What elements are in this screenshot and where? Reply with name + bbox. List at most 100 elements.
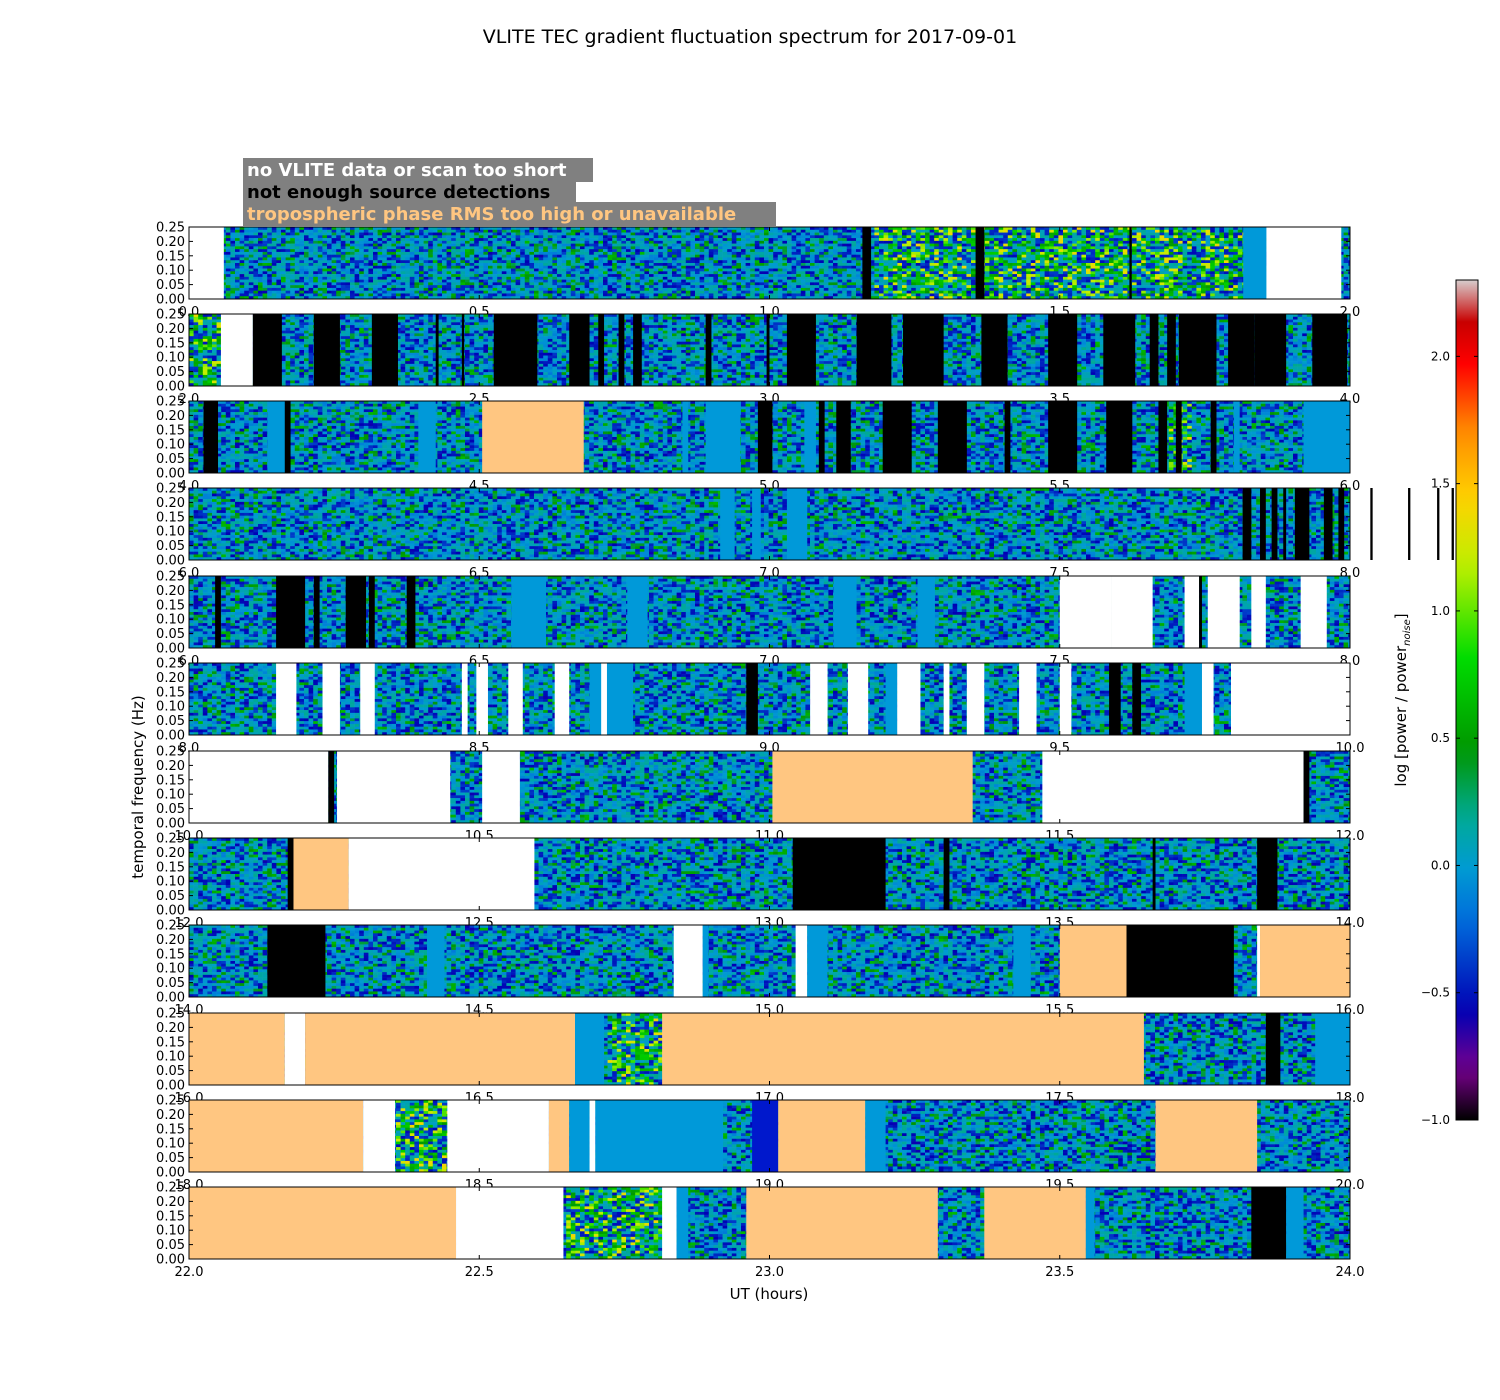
y-tick-label: 0.05 (156, 627, 185, 642)
y-tick-label: 0.10 (156, 264, 185, 279)
flag-band-nodet (619, 314, 625, 386)
flag-band-blue (1234, 401, 1240, 473)
flag-band-blue (590, 663, 634, 735)
flag-band-nodet (267, 925, 325, 997)
flag-band-nodet (372, 314, 398, 386)
spectrum-panel: 0.000.050.100.150.200.256.0 6.5 7.0 7.5 8.0 (156, 570, 1360, 670)
flag-band-nodet (407, 576, 416, 648)
x-tick-label: 22.0 (175, 1265, 204, 1280)
flag-band-nodata (447, 1100, 549, 1172)
flag-band-tropo (1260, 925, 1350, 997)
flag-band-nodet (1158, 401, 1167, 473)
colorbar-tick-label: 1.0 (1431, 604, 1450, 618)
flag-band-nodet (981, 314, 1007, 386)
x-tick-label: 22.5 (465, 1265, 494, 1280)
flag-band-nodata (967, 663, 984, 735)
legend-item-tropo: tropospheric phase RMS too high or unava… (247, 204, 736, 225)
flag-band-nodata (1112, 576, 1153, 648)
flag-band-nodata (276, 663, 296, 735)
y-tick-label: 0.05 (156, 976, 185, 991)
colorbar-tick-label: −0.5 (1421, 986, 1450, 1000)
y-tick-label: 0.20 (156, 235, 185, 250)
flag-band-tropo (189, 1187, 456, 1259)
flag-band-nodet (1005, 401, 1011, 473)
flag-band-blue (833, 576, 856, 648)
y-tick-label: 0.15 (156, 336, 185, 351)
y-tick-label: 0.20 (156, 846, 185, 861)
flag-band-nodet (276, 576, 305, 648)
flag-band-nodata (1060, 663, 1072, 735)
flag-band-nodet (1266, 1013, 1281, 1085)
x-tick-label: 23.5 (1045, 1265, 1074, 1280)
flag-band-nodet (1408, 488, 1410, 560)
flag-band-nodata (1251, 576, 1266, 648)
y-tick-label: 0.20 (156, 1195, 185, 1210)
flag-band-tropo (293, 838, 348, 910)
flag-band-nodet (1167, 314, 1176, 386)
y-tick-label: 0.10 (156, 700, 185, 715)
flag-band-blue (807, 925, 827, 997)
flag-band-nodet (767, 314, 770, 386)
y-tick-label: 0.15 (156, 1035, 185, 1050)
flag-band-blue (677, 1187, 689, 1259)
flag-band-nodata (462, 663, 468, 735)
flag-band-nodata (796, 925, 808, 997)
flag-band-blue (752, 488, 761, 560)
flag-band-tropo (1060, 925, 1127, 997)
y-tick-label: 0.25 (156, 1094, 185, 1109)
flag-band-blue (787, 488, 807, 560)
heatmap-cells (189, 314, 1350, 386)
flag-band-nodet (369, 576, 375, 648)
flag-band-nodata (456, 1187, 563, 1259)
y-tick-label: 0.20 (156, 409, 185, 424)
flag-band-nodet (346, 576, 366, 648)
flag-band-tropo (305, 1013, 575, 1085)
flag-band-nodet (1324, 488, 1333, 560)
flag-band-nodata (674, 925, 703, 997)
flag-band-nodet (1132, 663, 1141, 735)
flag-band-nodata (810, 663, 827, 735)
flag-band-nodet (706, 314, 712, 386)
flag-band-nodata (508, 663, 523, 735)
flag-band-nodet (436, 314, 439, 386)
flag-band-tropo (549, 1100, 569, 1172)
flag-band-nodet (1304, 751, 1310, 823)
flag-band-nodata (349, 838, 535, 910)
colorbar-gradient (1456, 280, 1478, 1120)
y-tick-label: 0.05 (156, 539, 185, 554)
colorbar-tick-label: 0.0 (1431, 858, 1450, 872)
flag-band-nodet (1251, 1187, 1286, 1259)
flag-band-nodata (285, 1013, 305, 1085)
flag-band-nodet (1106, 401, 1132, 473)
y-tick-label: 0.10 (156, 788, 185, 803)
y-tick-label: 0.05 (156, 889, 185, 904)
y-tick-label: 0.25 (156, 657, 185, 672)
flag-band-nodata (482, 751, 520, 823)
x-tick-label: 23.0 (755, 1265, 784, 1280)
flag-band-nodet (944, 838, 950, 910)
y-tick-label: 0.15 (156, 1209, 185, 1224)
flag-band-nodet (494, 314, 538, 386)
colorbar-tick-label: 0.5 (1431, 731, 1450, 745)
y-tick-label: 0.15 (156, 249, 185, 264)
flag-band-nodet (1283, 488, 1286, 560)
flag-band-tropo (189, 1013, 285, 1085)
y-tick-label: 0.20 (156, 496, 185, 511)
flag-band-blue (886, 663, 898, 735)
flag-band-nodet (903, 314, 944, 386)
y-tick-label: 0.25 (156, 832, 185, 847)
flag-band-nodet (1127, 925, 1234, 997)
flag-band-nodet (1257, 838, 1277, 910)
flag-band-nodet (1272, 488, 1278, 560)
flag-band-nodata (323, 663, 340, 735)
flag-band-tropo (984, 1187, 1086, 1259)
flag-band-nodet (285, 401, 291, 473)
flag-band-blue (682, 401, 688, 473)
flag-band-blue (511, 576, 546, 648)
y-tick-label: 0.10 (156, 1137, 185, 1152)
flag-band-blue (706, 401, 741, 473)
flag-band-nodata (944, 663, 950, 735)
